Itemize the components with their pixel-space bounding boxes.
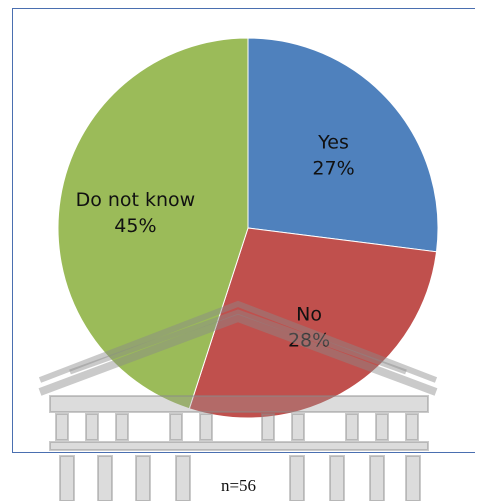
slice-label-no: No: [296, 303, 322, 325]
pie-slice-yes: [247, 37, 439, 253]
slice-value-yes: 27%: [312, 158, 354, 180]
pie-slice-no: [188, 227, 438, 419]
pie-slice-do-not-know: [57, 37, 249, 410]
slice-label-yes: Yes: [317, 132, 349, 154]
slice-label-do-not-know: Do not know: [76, 189, 196, 211]
slice-value-no: 28%: [288, 329, 330, 351]
chart-frame: [12, 8, 475, 453]
sample-size-note: n=56: [220, 476, 257, 495]
slice-value-do-not-know: 45%: [114, 215, 156, 237]
